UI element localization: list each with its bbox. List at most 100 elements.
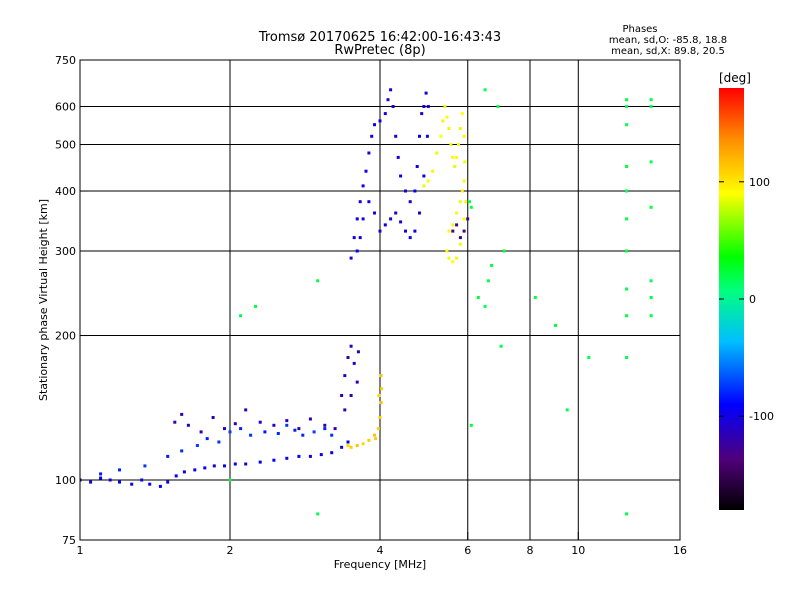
data-point [443, 105, 447, 108]
data-point [367, 151, 371, 155]
data-point [422, 105, 426, 108]
data-point [455, 256, 459, 260]
data-point [466, 217, 470, 221]
data-points-layer [80, 88, 653, 516]
data-point [343, 408, 347, 412]
data-point [447, 229, 451, 233]
data-point [193, 468, 197, 472]
colorbar-tick-label: 0 [749, 293, 756, 306]
data-point [486, 279, 490, 283]
data-point [499, 344, 503, 348]
data-point [649, 296, 653, 299]
data-point [108, 478, 112, 482]
data-point [349, 344, 353, 348]
data-point [346, 356, 350, 359]
x-tick-label: 4 [377, 544, 384, 557]
data-point [223, 427, 226, 431]
x-tick-label: 6 [464, 544, 471, 557]
data-point [468, 200, 471, 204]
data-point [99, 476, 103, 480]
data-point [483, 88, 487, 92]
data-point [212, 464, 216, 468]
data-point [180, 412, 184, 416]
data-point [293, 428, 297, 432]
data-point [373, 123, 376, 127]
data-point [316, 279, 320, 283]
data-point [533, 296, 537, 299]
data-point [361, 184, 365, 188]
data-point [649, 105, 653, 108]
data-point [462, 229, 466, 233]
data-point [233, 462, 237, 466]
data-point [349, 394, 353, 397]
data-point [370, 134, 374, 138]
data-point [413, 229, 417, 233]
data-point [422, 174, 426, 178]
data-point [649, 205, 653, 209]
data-point [285, 456, 289, 460]
data-point [383, 223, 387, 227]
data-point [404, 189, 407, 193]
y-tick-label: 100 [55, 474, 76, 487]
data-point [462, 217, 466, 221]
data-point [420, 112, 424, 116]
data-point [625, 98, 629, 102]
data-point [422, 184, 426, 188]
data-point [463, 160, 467, 164]
data-point [378, 416, 382, 419]
y-tick-label: 600 [55, 101, 76, 114]
x-tick-label: 1 [77, 544, 84, 557]
data-point [343, 374, 347, 378]
data-point [625, 217, 629, 221]
data-point [565, 408, 569, 412]
data-point [389, 88, 393, 92]
data-point [447, 127, 451, 130]
data-point [451, 223, 455, 227]
data-point [346, 444, 350, 447]
data-point [285, 423, 289, 427]
data-point [453, 165, 457, 168]
x-axis-label: Frequency [MHz] [334, 558, 426, 571]
data-point [394, 211, 398, 215]
data-point [312, 430, 316, 434]
data-point [180, 449, 184, 453]
data-point [418, 211, 421, 215]
data-point [223, 464, 226, 468]
data-point [502, 249, 506, 253]
data-point [182, 470, 186, 474]
data-point [394, 134, 398, 138]
data-point [130, 482, 134, 486]
data-point [340, 394, 344, 397]
data-point [316, 512, 320, 516]
data-point [625, 314, 629, 318]
data-point [203, 466, 207, 470]
data-point [554, 323, 557, 327]
data-point [118, 468, 121, 472]
data-point [195, 444, 199, 447]
data-point [460, 112, 464, 116]
data-point [389, 217, 393, 221]
data-point [118, 480, 121, 484]
data-point [143, 464, 147, 468]
data-point [244, 408, 248, 412]
data-point [233, 422, 237, 426]
data-point [352, 361, 356, 365]
y-tick-label: 200 [55, 330, 76, 343]
data-point [435, 151, 439, 155]
data-point [625, 123, 629, 127]
data-point [426, 179, 430, 183]
data-point [625, 189, 629, 193]
data-point [355, 217, 359, 221]
data-point [625, 512, 629, 516]
data-point [379, 401, 383, 405]
x-tick-label: 2 [227, 544, 234, 557]
data-point [297, 454, 301, 458]
data-point [239, 427, 243, 431]
data-point [425, 134, 429, 138]
y-tick-label: 750 [55, 54, 76, 67]
data-point [352, 236, 356, 240]
y-tick-label: 75 [62, 534, 76, 547]
data-point [418, 134, 421, 138]
data-point [464, 200, 468, 204]
chart-title: Tromsø 20170625 16:42:00-16:43:43 [258, 30, 501, 45]
